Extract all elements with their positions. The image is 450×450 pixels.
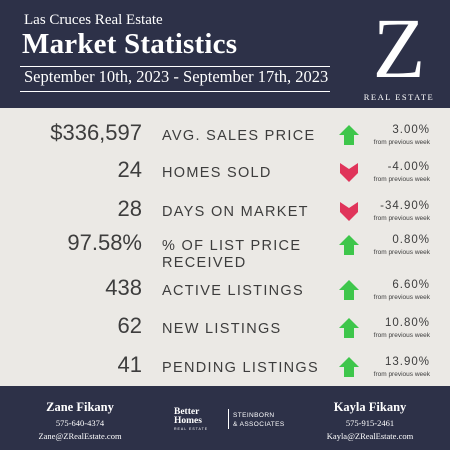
stat-label: AVG. SALES PRICE — [162, 128, 316, 144]
stat-change: 3.00% — [392, 124, 430, 136]
brand-name: Better Homes — [174, 407, 202, 426]
brand-divider — [228, 409, 229, 429]
stats-panel: $336,597 AVG. SALES PRICE 3.00% from pre… — [0, 108, 450, 386]
arrow-up-icon — [339, 357, 359, 377]
stat-row: 62 NEW LISTINGS 10.80% from previous wee… — [0, 309, 450, 345]
logo-letter: Z — [372, 0, 426, 96]
arrow-up-icon — [339, 235, 359, 255]
header: Las Cruces Real Estate Market Statistics… — [0, 0, 450, 108]
stat-label: PENDING LISTINGS — [162, 360, 319, 376]
agent-email[interactable]: Zane@ZRealEstate.com — [38, 431, 122, 441]
stat-change: 10.80% — [384, 317, 430, 329]
agent-name: Zane Fikany — [46, 400, 114, 414]
brand-partner: STEINBORN & ASSOCIATES — [233, 411, 285, 429]
stat-label: % OF LIST PRICE RECEIVED — [162, 238, 302, 271]
brand-partner-line2: & ASSOCIATES — [233, 421, 285, 428]
stat-change: 13.90% — [384, 356, 430, 368]
arrow-up-icon — [339, 318, 359, 338]
stat-note: from previous week — [373, 139, 430, 146]
stat-row: 24 HOMES SOLD -4.00% from previous week — [0, 153, 450, 189]
brand-partner-line1: STEINBORN — [233, 412, 275, 419]
stat-change: 6.60% — [392, 279, 430, 291]
stat-value: 28 — [117, 196, 142, 221]
stat-note: from previous week — [373, 249, 430, 256]
stat-row: $336,597 AVG. SALES PRICE 3.00% from pre… — [0, 116, 450, 152]
stat-value: 24 — [117, 157, 142, 182]
stat-value: 97.58% — [67, 230, 142, 255]
stat-label: HOMES SOLD — [162, 165, 272, 181]
agent-name: Kayla Fikany — [333, 400, 407, 414]
page-title: Market Statistics — [22, 28, 238, 60]
stat-value: $336,597 — [50, 120, 142, 145]
footer: Zane Fikany 575-640-4374 Zane@ZRealEstat… — [0, 386, 450, 450]
stat-row: 97.58% % OF LIST PRICE RECEIVED 0.80% fr… — [0, 226, 450, 274]
stat-change: -4.00% — [387, 161, 430, 173]
stat-note: from previous week — [373, 332, 430, 339]
stat-note: from previous week — [373, 176, 430, 183]
brokerage-logo: Better Homes REAL ESTATE STEINBORN & ASS… — [168, 407, 288, 432]
arrow-down-icon — [340, 163, 358, 182]
stat-row: 438 ACTIVE LISTINGS 6.60% from previous … — [0, 271, 450, 307]
stat-note: from previous week — [373, 371, 430, 378]
stat-note: from previous week — [373, 215, 430, 222]
divider-bottom — [20, 91, 330, 92]
arrow-down-icon — [340, 202, 358, 221]
agent-phone[interactable]: 575-915-2461 — [345, 418, 395, 428]
stat-note: from previous week — [373, 294, 430, 301]
brand-sub: REAL ESTATE — [174, 427, 209, 431]
stat-label: NEW LISTINGS — [162, 321, 282, 337]
stat-value: 62 — [117, 313, 142, 338]
agent-contact-kayla: Kayla Fikany 575-915-2461 Kayla@ZRealEst… — [305, 400, 435, 441]
date-range: September 10th, 2023 - September 17th, 2… — [24, 67, 329, 86]
arrow-up-icon — [339, 280, 359, 300]
stat-row: 28 DAYS ON MARKET -34.90% from previous … — [0, 192, 450, 228]
divider-top — [20, 66, 330, 67]
stat-value: 41 — [117, 352, 142, 377]
stat-value: 438 — [105, 275, 142, 300]
agent-email[interactable]: Kayla@ZRealEstate.com — [326, 431, 414, 441]
logo-subtitle: REAL ESTATE — [363, 92, 435, 102]
stat-label: ACTIVE LISTINGS — [162, 283, 304, 299]
stat-label: DAYS ON MARKET — [162, 204, 309, 220]
agent-phone[interactable]: 575-640-4374 — [55, 418, 105, 428]
header-subtitle: Las Cruces Real Estate — [24, 12, 163, 28]
arrow-up-icon — [339, 125, 359, 145]
agent-contact-zane: Zane Fikany 575-640-4374 Zane@ZRealEstat… — [15, 400, 145, 441]
stat-change: 0.80% — [392, 234, 430, 246]
stat-row: 41 PENDING LISTINGS 13.90% from previous… — [0, 348, 450, 384]
stat-change: -34.90% — [380, 200, 430, 212]
